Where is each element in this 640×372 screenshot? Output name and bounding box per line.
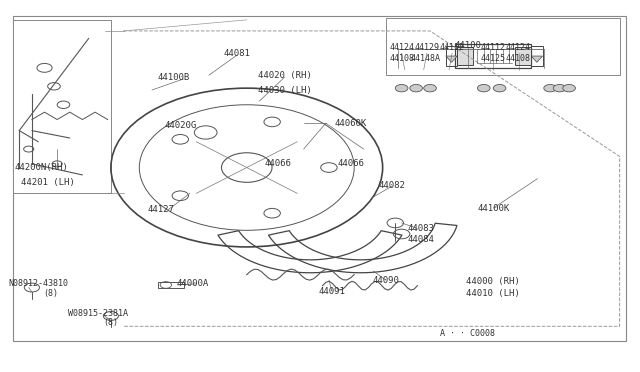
Text: 44112: 44112 [481, 43, 506, 52]
Text: (8): (8) [44, 289, 58, 298]
Text: 44081: 44081 [224, 49, 251, 58]
Polygon shape [446, 56, 457, 62]
Text: 44060K: 44060K [335, 119, 367, 128]
Circle shape [493, 84, 506, 92]
Text: 44084: 44084 [407, 235, 434, 244]
Bar [515, 47, 531, 65]
Text: (8): (8) [104, 318, 118, 327]
Text: 44020G: 44020G [164, 121, 196, 129]
Circle shape [172, 191, 189, 201]
Circle shape [554, 84, 566, 92]
Circle shape [563, 84, 575, 92]
Text: N08912-43810: N08912-43810 [8, 279, 68, 288]
Text: 44066: 44066 [338, 159, 364, 169]
Text: 44091: 44091 [319, 287, 346, 296]
Text: 44127: 44127 [148, 205, 175, 215]
Circle shape [410, 84, 422, 92]
Text: W08915-2381A: W08915-2381A [68, 309, 128, 318]
Text: 44112: 44112 [440, 43, 465, 52]
Circle shape [321, 163, 337, 172]
Bar [455, 44, 531, 68]
Circle shape [264, 117, 280, 127]
Text: 44010 (LH): 44010 (LH) [467, 289, 520, 298]
Text: 44108: 44108 [389, 54, 414, 63]
Text: 44100B: 44100B [158, 73, 190, 81]
Circle shape [396, 84, 408, 92]
Text: 44148A: 44148A [411, 54, 440, 63]
Bar [158, 282, 184, 288]
Bar [446, 46, 457, 66]
Text: 44030 (LH): 44030 (LH) [258, 86, 312, 94]
Text: 44082: 44082 [379, 182, 406, 190]
FancyBboxPatch shape [13, 20, 111, 193]
Circle shape [172, 135, 189, 144]
Text: 44129: 44129 [414, 43, 440, 52]
Text: 44083: 44083 [407, 224, 434, 233]
Text: 44000A: 44000A [177, 279, 209, 288]
Text: 44108: 44108 [506, 54, 531, 63]
Text: A · · C0008: A · · C0008 [440, 329, 495, 338]
Text: 44125: 44125 [481, 54, 506, 63]
FancyBboxPatch shape [13, 16, 626, 341]
FancyBboxPatch shape [386, 18, 620, 75]
Bar [531, 46, 543, 66]
Text: 44000 (RH): 44000 (RH) [467, 278, 520, 286]
Text: 44020 (RH): 44020 (RH) [258, 71, 312, 80]
Polygon shape [531, 56, 543, 62]
Text: 44090: 44090 [372, 276, 399, 285]
Circle shape [477, 84, 490, 92]
Text: 44100K: 44100K [477, 203, 509, 213]
Text: 44124: 44124 [389, 43, 414, 52]
Text: 44100: 44100 [454, 41, 481, 50]
Text: 44201 (LH): 44201 (LH) [20, 178, 74, 187]
Bar [457, 47, 473, 65]
Circle shape [264, 208, 280, 218]
Circle shape [544, 84, 556, 92]
Text: 44200N(RH): 44200N(RH) [15, 163, 68, 172]
Text: 44066: 44066 [265, 159, 292, 169]
Circle shape [424, 84, 436, 92]
Text: 44124: 44124 [506, 43, 531, 52]
